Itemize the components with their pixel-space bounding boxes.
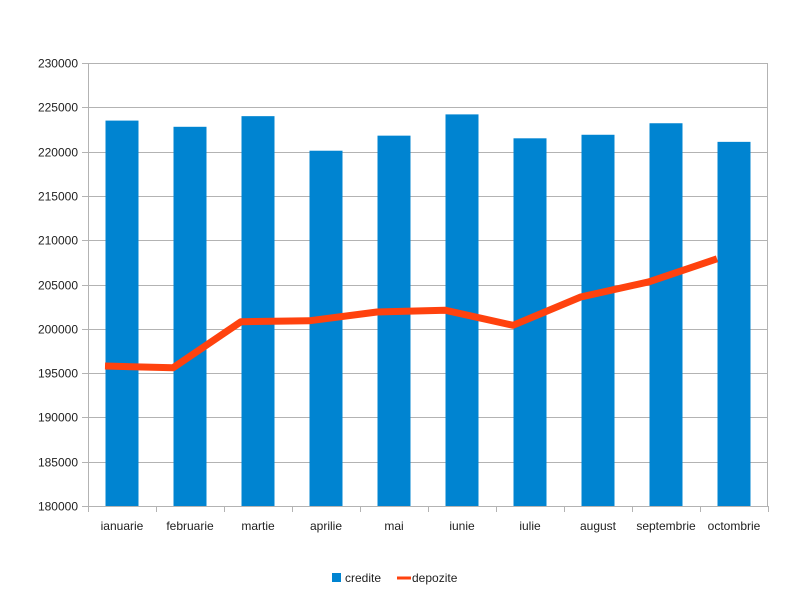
y-tick-label: 220000 [38,146,78,160]
line-depozite [104,255,719,372]
x-tick-label: aprilie [310,519,342,533]
y-tick-label: 230000 [38,57,78,71]
legend-label-depozite: depozite [412,571,458,585]
bar-credite [717,141,751,506]
y-tick-label: 190000 [38,411,78,425]
y-tick-label: 200000 [38,323,78,337]
axes [82,63,769,512]
legend: credite depozite [332,571,458,585]
bars-credite [105,114,751,507]
y-tick-label: 210000 [38,234,78,248]
x-tick-label: februarie [166,519,214,533]
x-tick-label: iulie [519,519,541,533]
x-tick-label: iunie [449,519,475,533]
x-tick-label: mai [384,519,403,533]
bar-credite [105,120,139,506]
line-depozite-path [104,255,719,372]
y-tick-label: 180000 [38,500,78,514]
bar-credite [377,135,411,507]
legend-swatch-credite [332,573,341,582]
x-tick-label: ianuarie [101,519,144,533]
y-tick-label: 205000 [38,279,78,293]
x-tick-label: septembrie [636,519,696,533]
bar-credite [309,150,343,507]
bar-credite [649,123,683,507]
legend-label-credite: credite [345,571,381,585]
bar-credite [173,126,207,507]
y-tick-label: 185000 [38,456,78,470]
x-tick-label: august [580,519,617,533]
x-tick-label: octombrie [708,519,761,533]
y-tick-label: 195000 [38,367,78,381]
x-tick-labels: ianuarie februarie martie aprilie mai iunie iu… [101,519,761,533]
y-tick-label: 225000 [38,101,78,115]
bar-credite [581,134,615,507]
y-tick-labels: 180000 185000 190000 195000 200000 205000 2100… [38,57,78,514]
bar-credite [241,116,275,506]
x-tick-label: martie [241,519,275,533]
y-tick-label: 215000 [38,190,78,204]
